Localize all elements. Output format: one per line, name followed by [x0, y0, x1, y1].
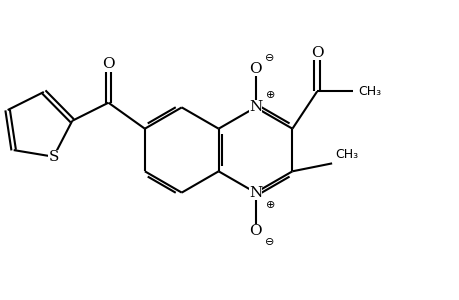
- Text: N: N: [248, 186, 262, 200]
- Text: O: O: [249, 62, 261, 76]
- Text: S: S: [48, 150, 59, 164]
- Text: ⊖: ⊖: [264, 53, 274, 63]
- Text: N: N: [248, 100, 262, 114]
- Text: CH₃: CH₃: [334, 148, 357, 160]
- Text: ⊖: ⊖: [264, 237, 274, 247]
- Text: O: O: [249, 224, 261, 238]
- Text: O: O: [102, 57, 114, 71]
- Text: ⊕: ⊕: [266, 90, 275, 100]
- Text: ⊕: ⊕: [266, 200, 275, 210]
- Text: O: O: [310, 46, 323, 60]
- Text: CH₃: CH₃: [357, 85, 380, 98]
